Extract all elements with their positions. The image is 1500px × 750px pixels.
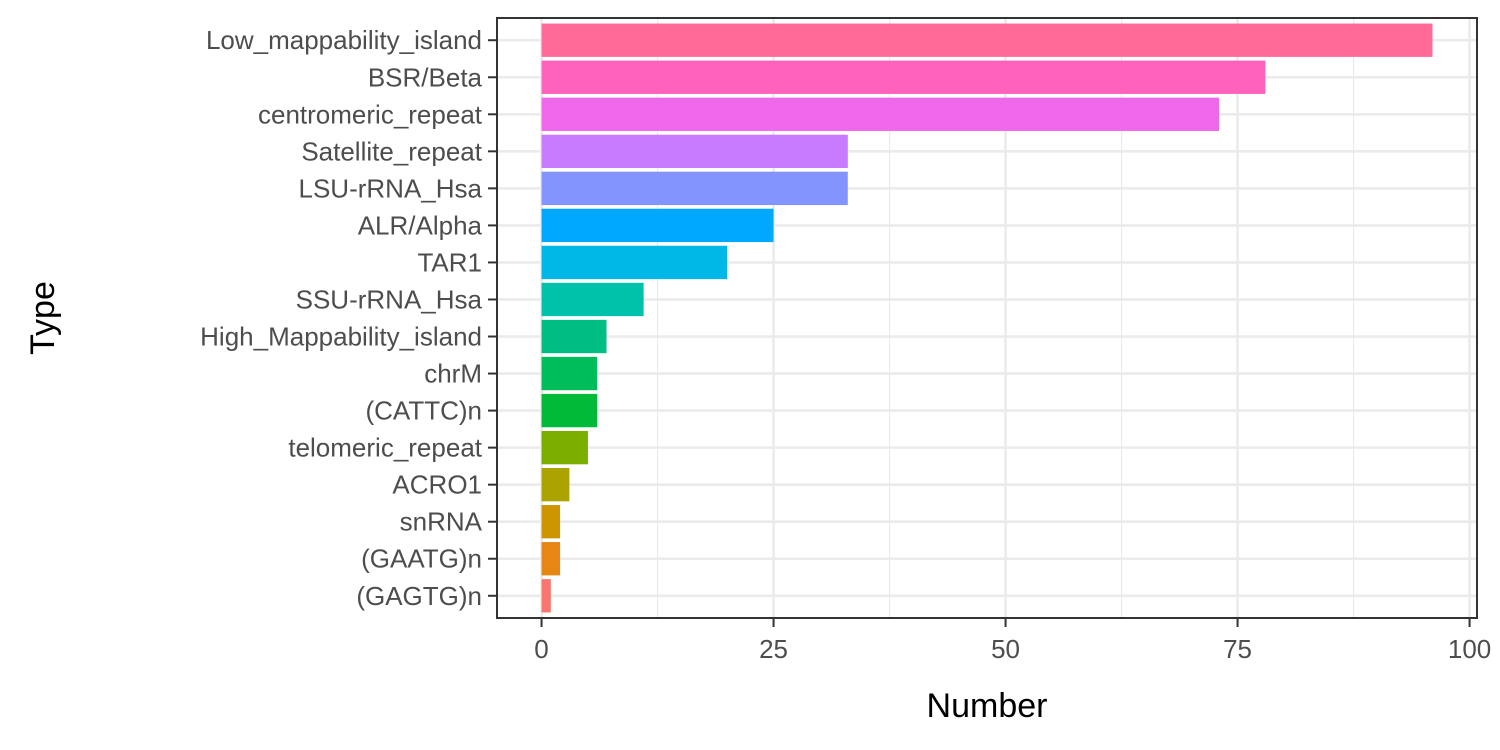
bar: [541, 430, 588, 465]
x-tick-label: 50: [991, 634, 1020, 664]
y-tick-label: snRNA: [400, 507, 483, 537]
y-tick-label: telomeric_repeat: [288, 433, 482, 463]
bar: [541, 23, 1433, 57]
y-tick-label: BSR/Beta: [368, 62, 483, 92]
x-axis-title: Number: [927, 687, 1048, 725]
y-tick-label: (GAGTG)n: [356, 581, 482, 611]
bars: [541, 23, 1433, 613]
y-axis-title: Type: [24, 281, 62, 355]
bar: [541, 208, 774, 243]
x-tick-label: 75: [1223, 634, 1252, 664]
y-tick-label: ACRO1: [392, 470, 482, 500]
bar: [541, 97, 1220, 131]
y-tick-label: LSU-rRNA_Hsa: [299, 173, 483, 203]
x-axis: 0 25 50 75 100: [534, 618, 1491, 664]
y-tick-label: (GAATG)n: [361, 544, 482, 574]
y-tick-label: Low_mappability_island: [206, 25, 482, 55]
y-tick-label: High_Mappability_island: [200, 322, 482, 352]
bar: [541, 319, 607, 354]
x-tick-label: 25: [759, 634, 788, 664]
y-tick-label: chrM: [424, 359, 482, 389]
x-tick-label: 100: [1448, 634, 1491, 664]
bar: [541, 171, 848, 206]
y-tick-label: SSU-rRNA_Hsa: [296, 284, 483, 314]
bar: [541, 282, 644, 317]
y-axis: Low_mappability_island BSR/Beta centromeri…: [200, 25, 497, 611]
bar: [541, 468, 570, 502]
bar: [541, 356, 598, 391]
bar: [541, 245, 728, 280]
y-tick-label: ALR/Alpha: [358, 210, 483, 240]
y-tick-label: Satellite_repeat: [301, 136, 482, 166]
bar: [541, 60, 1266, 94]
bar: [541, 134, 848, 168]
y-tick-label: TAR1: [417, 247, 482, 277]
bar: [541, 393, 598, 428]
plot-border: [496, 17, 1478, 619]
bar: [541, 505, 561, 539]
bar: [541, 579, 551, 613]
x-tick-label: 0: [534, 634, 548, 664]
bar: [541, 542, 561, 576]
y-tick-label: centromeric_repeat: [258, 99, 483, 129]
y-tick-label: (CATTC)n: [365, 396, 482, 426]
